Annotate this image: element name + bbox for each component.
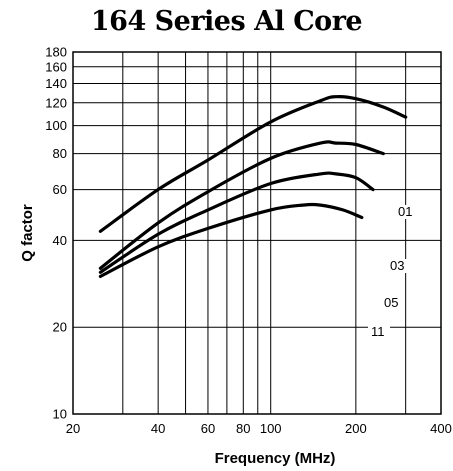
series-label-bg [387, 259, 409, 273]
x-tick-label: 40 [151, 421, 165, 436]
series-label-bg [368, 325, 390, 339]
y-tick-label: 20 [53, 320, 67, 335]
series-line-11 [98, 202, 364, 278]
series-label-01: 01 [398, 204, 412, 219]
x-tick-label: 400 [430, 421, 452, 436]
y-tick-label: 80 [53, 146, 67, 161]
y-tick-label: 100 [45, 118, 67, 133]
y-tick-label: 10 [53, 407, 67, 422]
series-label-bg [381, 296, 403, 310]
chart-title: 164 Series Al Core [90, 6, 363, 37]
y-axis-title: Q factor [19, 204, 36, 262]
x-tick-label: 80 [236, 421, 250, 436]
x-tick-label: 20 [66, 421, 80, 436]
series-line-03 [98, 140, 385, 270]
plot-frame [72, 51, 442, 415]
y-tick-label: 160 [45, 59, 67, 74]
y-tick-label: 180 [45, 45, 67, 60]
series-line-01 [98, 94, 408, 233]
y-tick-label: 140 [45, 76, 67, 91]
series-label-05: 05 [384, 295, 398, 310]
y-tick-label: 60 [53, 182, 67, 197]
x-tick-label: 60 [201, 421, 215, 436]
y-tick-label: 120 [45, 95, 67, 110]
x-tick-label: 100 [260, 421, 282, 436]
series-label-03: 03 [390, 258, 404, 273]
series-label-bg [395, 205, 417, 219]
x-axis-title: Frequency (MHz) [215, 450, 336, 467]
y-tick-label: 40 [53, 233, 67, 248]
x-tick-label: 200 [345, 421, 367, 436]
series-label-11: 11 [371, 324, 385, 339]
series-line-05 [98, 171, 375, 274]
